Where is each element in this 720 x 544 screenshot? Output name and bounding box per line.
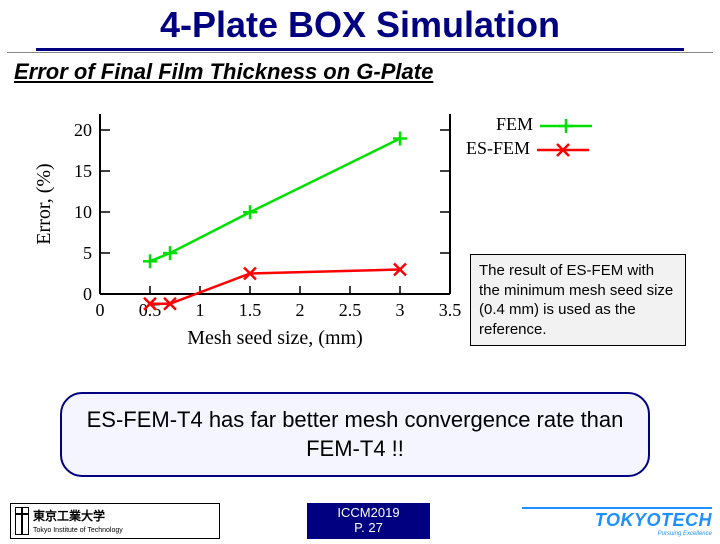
logo-rule-icon: [522, 507, 712, 509]
series-esfem-line: [150, 270, 400, 304]
legend-esfem-label: ES-FEM: [466, 138, 530, 158]
footer-logo-right: TOKYOTECH Pursuing Excellence: [517, 505, 712, 537]
conference-name: ICCM2019: [337, 505, 399, 520]
footer-institution: 東京工業大学 Tokyo Institute of Technology: [10, 503, 220, 539]
svg-text:1.5: 1.5: [239, 300, 262, 320]
error-vs-mesh-chart: 0 5 10 15 20 0 0.5 1 1.5 2 2.5 3 3.5 Mes…: [30, 104, 490, 354]
tokyotech-wordmark: TOKYOTECH: [595, 510, 712, 530]
svg-text:3: 3: [396, 300, 405, 320]
x-axis-label: Mesh seed size, (mm): [187, 327, 363, 349]
conclusion-callout: ES-FEM-T4 has far better mesh convergenc…: [60, 392, 650, 477]
slide-footer: 東京工業大学 Tokyo Institute of Technology ICC…: [0, 498, 720, 544]
series-fem-line: [150, 139, 400, 262]
page-number: P. 27: [354, 520, 383, 535]
svg-text:3.5: 3.5: [439, 300, 462, 320]
footer-conference-page: ICCM2019 P. 27: [307, 503, 429, 539]
title-underline: [7, 52, 713, 53]
legend-esfem: ES-FEM: [466, 138, 591, 159]
svg-text:15: 15: [74, 161, 92, 181]
tokyotech-tagline: Pursuing Excellence: [522, 531, 712, 537]
y-axis-label: Error, (%): [33, 163, 55, 244]
legend-fem: FEM: [496, 114, 594, 135]
y-tick-labels: 0 5 10 15 20: [74, 120, 92, 304]
svg-text:2: 2: [296, 300, 305, 320]
svg-text:1: 1: [196, 300, 205, 320]
svg-text:0: 0: [96, 300, 105, 320]
subtitle: Error of Final Film Thickness on G-Plate: [14, 59, 720, 85]
svg-text:5: 5: [83, 243, 92, 263]
legend-fem-label: FEM: [496, 114, 533, 134]
institution-jp: 東京工業大学: [33, 509, 105, 523]
svg-text:0: 0: [83, 284, 92, 304]
tokyotech-mark-icon: [15, 507, 29, 535]
reference-note: The result of ES-FEM with the minimum me…: [470, 254, 686, 346]
institution-en: Tokyo Institute of Technology: [33, 527, 123, 534]
page-title: 4-Plate BOX Simulation: [36, 4, 684, 51]
svg-text:20: 20: [74, 120, 92, 140]
svg-text:2.5: 2.5: [339, 300, 362, 320]
svg-text:10: 10: [74, 202, 92, 222]
